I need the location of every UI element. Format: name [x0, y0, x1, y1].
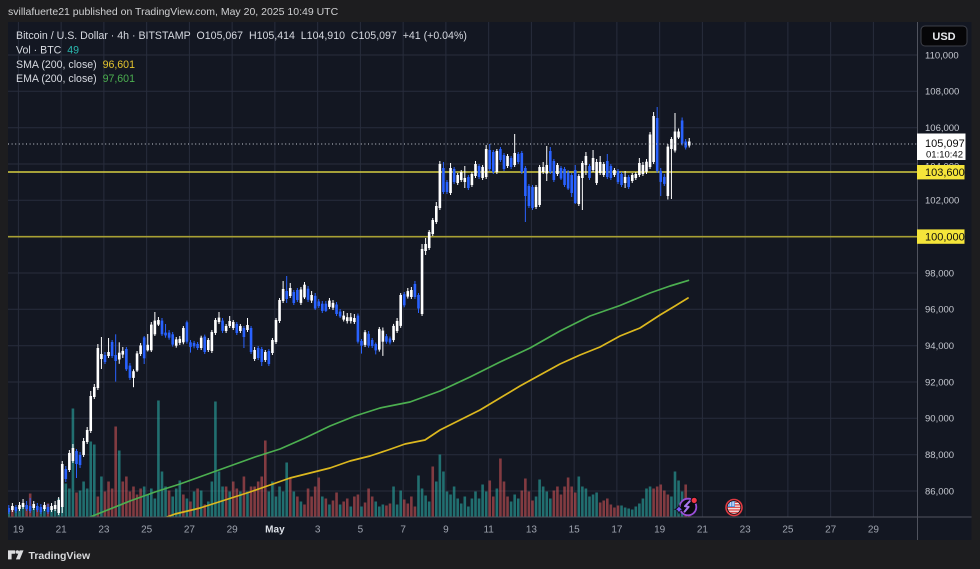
svg-text:13: 13 — [526, 525, 538, 536]
svg-text:19: 19 — [654, 525, 666, 536]
svg-text:Vol · BTC 49: Vol · BTC 49 — [16, 45, 79, 57]
svg-text:98,000: 98,000 — [925, 268, 954, 279]
svg-text:9: 9 — [443, 525, 449, 536]
svg-text:106,000: 106,000 — [925, 123, 959, 134]
svg-text:103,600: 103,600 — [925, 167, 965, 179]
svg-text:110,000: 110,000 — [925, 50, 959, 61]
svg-text:90,000: 90,000 — [925, 414, 954, 425]
svg-text:88,000: 88,000 — [925, 450, 954, 461]
svg-text:100,000: 100,000 — [925, 232, 965, 244]
svg-text:96,000: 96,000 — [925, 305, 954, 316]
svg-text:USD: USD — [932, 31, 955, 43]
svg-text:94,000: 94,000 — [925, 341, 954, 352]
svg-text:17: 17 — [611, 525, 623, 536]
svg-text:15: 15 — [569, 525, 581, 536]
svg-text:21: 21 — [56, 525, 68, 536]
svg-text:108,000: 108,000 — [925, 87, 959, 98]
svg-text:86,000: 86,000 — [925, 486, 954, 497]
svg-text:29: 29 — [227, 525, 239, 536]
svg-text:11: 11 — [483, 525, 494, 536]
svg-text:27: 27 — [825, 525, 837, 536]
svg-text:svillafuerte21 published on Tr: svillafuerte21 published on TradingView.… — [8, 6, 339, 18]
svg-text:25: 25 — [141, 525, 153, 536]
svg-text:23: 23 — [98, 525, 110, 536]
svg-text:102,000: 102,000 — [925, 196, 959, 207]
svg-text:EMA (200, close) 97,601: EMA (200, close) 97,601 — [16, 73, 135, 85]
svg-text:7: 7 — [400, 525, 406, 536]
svg-text:May: May — [265, 525, 285, 536]
svg-text:92,000: 92,000 — [925, 377, 954, 388]
svg-text:TradingView: TradingView — [29, 550, 91, 562]
svg-text:29: 29 — [868, 525, 880, 536]
svg-text:23: 23 — [740, 525, 752, 536]
svg-text:27: 27 — [184, 525, 196, 536]
svg-text:105,097: 105,097 — [925, 138, 965, 150]
svg-text:SMA (200, close) 96,601: SMA (200, close) 96,601 — [16, 59, 135, 71]
svg-text:Bitcoin / U.S. Dollar · 4h · B: Bitcoin / U.S. Dollar · 4h · BITSTAMP O1… — [16, 30, 467, 42]
svg-text:01:10:42: 01:10:42 — [926, 150, 963, 161]
svg-text:5: 5 — [358, 525, 364, 536]
svg-text:3: 3 — [315, 525, 321, 536]
svg-text:25: 25 — [782, 525, 794, 536]
svg-text:21: 21 — [697, 525, 709, 536]
svg-text:19: 19 — [13, 525, 25, 536]
